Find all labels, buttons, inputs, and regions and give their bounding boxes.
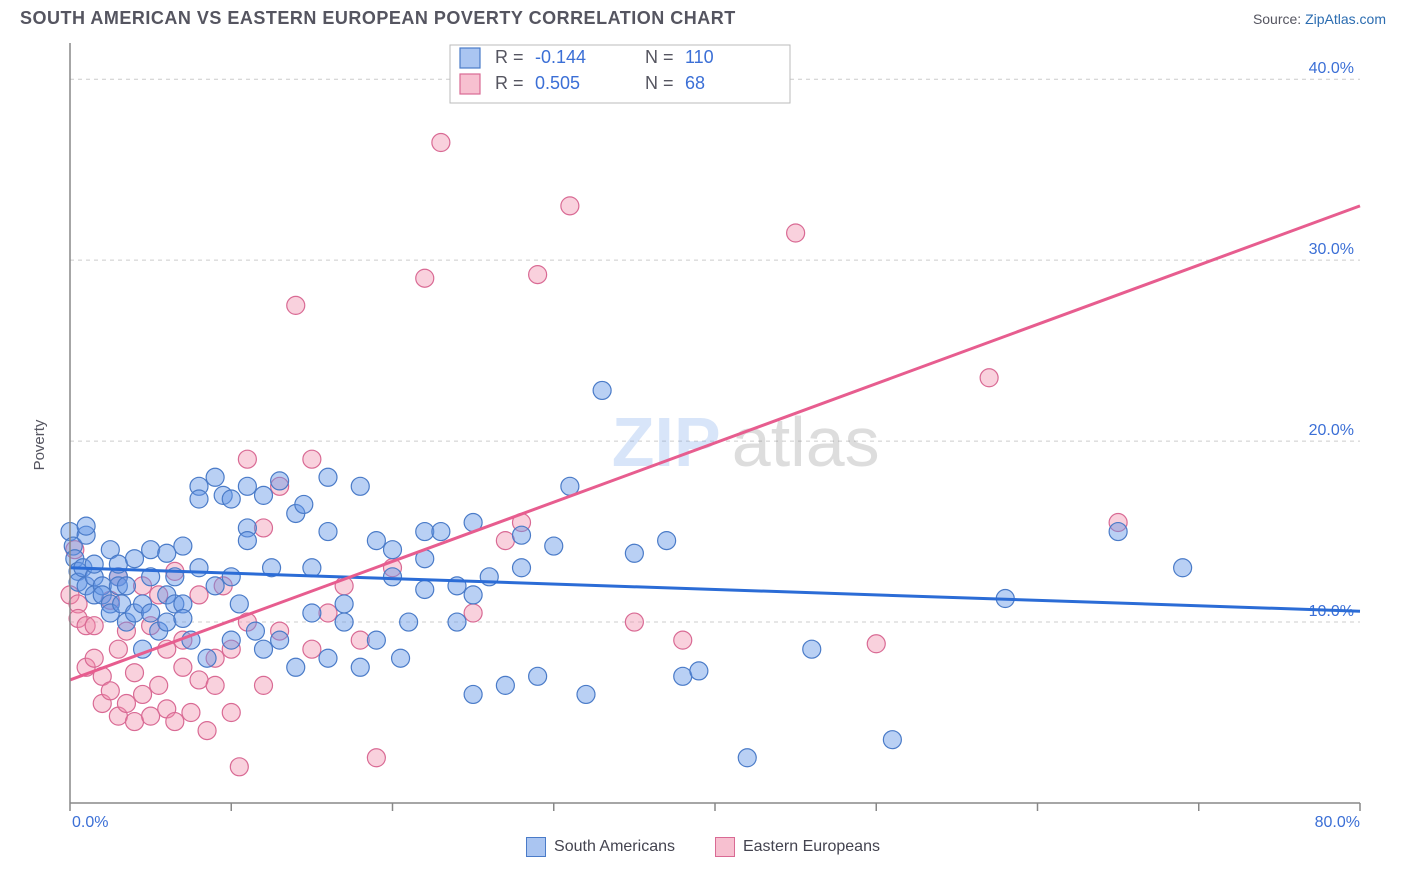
legend-item-south-americans: South Americans bbox=[526, 837, 675, 857]
chart-title: SOUTH AMERICAN VS EASTERN EUROPEAN POVER… bbox=[20, 8, 736, 29]
svg-text:0.0%: 0.0% bbox=[72, 814, 108, 831]
svg-text:110: 110 bbox=[685, 47, 714, 67]
legend-swatch-blue bbox=[526, 837, 546, 857]
chart-source: Source: ZipAtlas.com bbox=[1253, 11, 1386, 27]
svg-text:N =: N = bbox=[645, 73, 674, 93]
source-link[interactable]: ZipAtlas.com bbox=[1305, 11, 1386, 27]
scatter-plot: 10.0%20.0%30.0%40.0%ZIPatlas0.0%80.0%R =… bbox=[20, 33, 1386, 833]
svg-text:68: 68 bbox=[685, 73, 705, 93]
chart-container: Poverty 10.0%20.0%30.0%40.0%ZIPatlas0.0%… bbox=[20, 33, 1386, 857]
svg-text:R =: R = bbox=[495, 47, 524, 67]
chart-header: SOUTH AMERICAN VS EASTERN EUROPEAN POVER… bbox=[0, 0, 1406, 33]
y-axis-label: Poverty bbox=[31, 420, 48, 471]
svg-text:-0.144: -0.144 bbox=[535, 47, 586, 67]
svg-text:atlas: atlas bbox=[732, 403, 880, 481]
svg-text:80.0%: 80.0% bbox=[1315, 814, 1360, 831]
svg-text:ZIP: ZIP bbox=[612, 403, 721, 481]
svg-text:N =: N = bbox=[645, 47, 674, 67]
bottom-legend: South Americans Eastern Europeans bbox=[20, 837, 1386, 857]
legend-item-eastern-europeans: Eastern Europeans bbox=[715, 837, 880, 857]
legend-label: Eastern Europeans bbox=[743, 838, 880, 856]
svg-text:0.505: 0.505 bbox=[535, 73, 580, 93]
svg-text:20.0%: 20.0% bbox=[1309, 422, 1354, 439]
source-label: Source: bbox=[1253, 11, 1301, 27]
svg-text:30.0%: 30.0% bbox=[1309, 241, 1354, 258]
svg-text:40.0%: 40.0% bbox=[1309, 60, 1354, 77]
legend-swatch-pink bbox=[715, 837, 735, 857]
legend-label: South Americans bbox=[554, 838, 675, 856]
svg-text:R =: R = bbox=[495, 73, 524, 93]
